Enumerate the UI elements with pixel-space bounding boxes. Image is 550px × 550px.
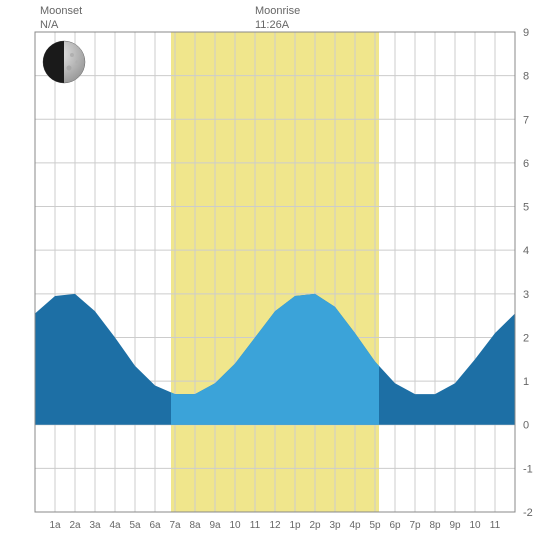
moonrise-label: Moonrise	[255, 4, 300, 18]
x-tick-label: 11	[490, 520, 501, 531]
tide-chart: Moonset N/A Moonrise 11:26A -2-101234567…	[0, 0, 550, 550]
x-tick-label: 3p	[329, 520, 341, 531]
y-tick-label: -1	[523, 463, 533, 475]
y-tick-label: 6	[523, 158, 529, 170]
x-tick-label: 5p	[369, 520, 381, 531]
x-tick-label: 4a	[109, 520, 121, 531]
x-tick-label: 11	[250, 520, 261, 531]
x-tick-label: 2p	[309, 520, 321, 531]
x-tick-label: 10	[229, 520, 241, 531]
moonset-label: Moonset	[40, 4, 82, 18]
y-tick-label: 5	[523, 202, 529, 214]
x-tick-label: 4p	[349, 520, 361, 531]
y-tick-label: 2	[523, 332, 529, 344]
x-tick-label: 3a	[89, 520, 101, 531]
x-tick-label: 8p	[429, 520, 441, 531]
x-tick-label: 1p	[289, 520, 301, 531]
y-tick-label: 0	[523, 420, 529, 432]
moonrise-block: Moonrise 11:26A	[255, 4, 300, 32]
moonset-block: Moonset N/A	[40, 4, 82, 32]
moon-phase-icon	[42, 40, 86, 84]
y-tick-label: 9	[523, 27, 529, 39]
moonrise-value: 11:26A	[255, 18, 300, 32]
y-tick-label: 3	[523, 289, 529, 301]
moonset-value: N/A	[40, 18, 82, 32]
y-tick-label: 8	[523, 71, 529, 83]
y-tick-label: 7	[523, 114, 529, 126]
x-tick-label: 1a	[49, 520, 61, 531]
x-tick-label: 6a	[149, 520, 161, 531]
x-tick-label: 9p	[449, 520, 461, 531]
y-tick-label: 4	[523, 245, 529, 257]
y-tick-label: -2	[523, 507, 533, 519]
y-tick-label: 1	[523, 376, 529, 388]
x-tick-label: 9a	[209, 520, 221, 531]
x-tick-label: 8a	[189, 520, 201, 531]
x-tick-label: 7a	[169, 520, 181, 531]
x-tick-label: 6p	[389, 520, 401, 531]
x-tick-label: 2a	[69, 520, 81, 531]
x-tick-label: 5a	[129, 520, 141, 531]
x-tick-label: 12	[269, 520, 281, 531]
x-tick-label: 10	[469, 520, 481, 531]
x-tick-label: 7p	[409, 520, 421, 531]
